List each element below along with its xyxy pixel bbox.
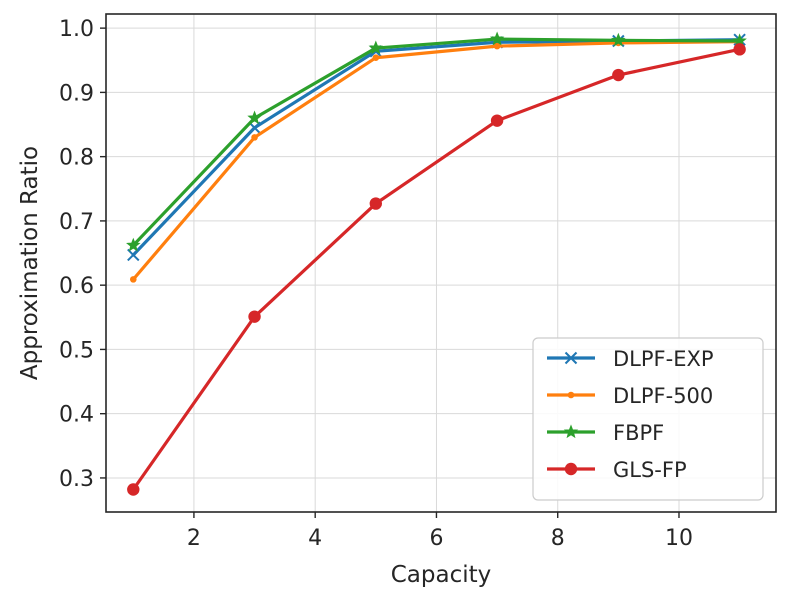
data-point-gls-fp: [612, 68, 625, 82]
y-tick-label: 0.9: [59, 81, 94, 106]
y-tick-label: 0.5: [59, 338, 94, 363]
series-line-fbpf: [131, 37, 742, 247]
data-point-fbpf: [368, 40, 384, 55]
series-fbpf: [126, 31, 747, 252]
y-tick-label: 0.4: [59, 403, 94, 428]
data-point-gls-fp: [490, 114, 504, 127]
legend-box: [532, 337, 764, 501]
legend-label: GLS-FP: [613, 458, 687, 482]
x-axis-label: Capacity: [391, 562, 492, 588]
y-axis-label: Approximation Ratio: [17, 146, 43, 380]
x-tick-label: 10: [665, 526, 693, 551]
y-tick-label: 0.3: [59, 467, 94, 492]
series-line-dlpf-500: [131, 40, 742, 281]
x-tick-label: 8: [551, 526, 565, 551]
y-tick-label: 0.7: [59, 210, 94, 235]
plot-frame: [105, 13, 777, 513]
data-point-fbpf: [247, 110, 262, 125]
x-tick-label: 6: [429, 526, 443, 551]
legend-marker: [564, 462, 578, 476]
legend-label: DLPF-500: [613, 384, 713, 408]
data-point-dlpf-exp-stroke: [248, 121, 261, 134]
legend: DLPF-EXP DLPF-500 FBPF GLS-FP: [532, 337, 764, 501]
data-series: [126, 31, 747, 496]
data-point-dlpf-exp: [127, 248, 140, 262]
y-tick-label: 1.0: [59, 17, 94, 42]
legend-item-gls-fp: GLS-FP: [547, 458, 687, 482]
series-line-gls-fp: [131, 47, 742, 492]
legend-marker: [564, 351, 578, 365]
axis-ticks: 2 4 6 8 10 0.3 0.4 0.5 0.6 0.7 0.8 0.9 1.0: [59, 17, 693, 551]
data-point-gls-fp: [127, 483, 140, 496]
data-point-dlpf-exp-stroke: [127, 248, 140, 262]
y-tick-label: 0.6: [59, 274, 94, 299]
legend-label: FBPF: [613, 421, 664, 445]
legend-marker: [567, 391, 575, 399]
data-point-fbpf: [489, 31, 505, 46]
data-point-dlpf-500: [372, 54, 380, 61]
data-point-gls-fp: [248, 310, 261, 323]
legend-item-fbpf: FBPF: [547, 421, 664, 445]
data-point-gls-fp: [733, 43, 746, 56]
y-tick-label: 0.8: [59, 146, 94, 171]
x-tick-label: 4: [308, 526, 322, 551]
legend-label: DLPF-EXP: [613, 347, 714, 371]
legend-item-dlpf-500: DLPF-500: [547, 384, 713, 408]
legend-marker-stroke: [564, 351, 578, 365]
data-point-dlpf-500: [129, 276, 137, 283]
legend-item-dlpf-exp: DLPF-EXP: [547, 347, 714, 371]
data-point-dlpf-500: [493, 42, 501, 50]
data-point-fbpf: [611, 32, 626, 47]
series-gls-fp: [127, 43, 746, 496]
x-tick-label: 2: [187, 526, 201, 551]
legend-marker: [563, 424, 579, 439]
data-point-gls-fp: [369, 197, 383, 210]
data-point-dlpf-500: [251, 134, 258, 141]
data-point-fbpf: [126, 237, 141, 252]
